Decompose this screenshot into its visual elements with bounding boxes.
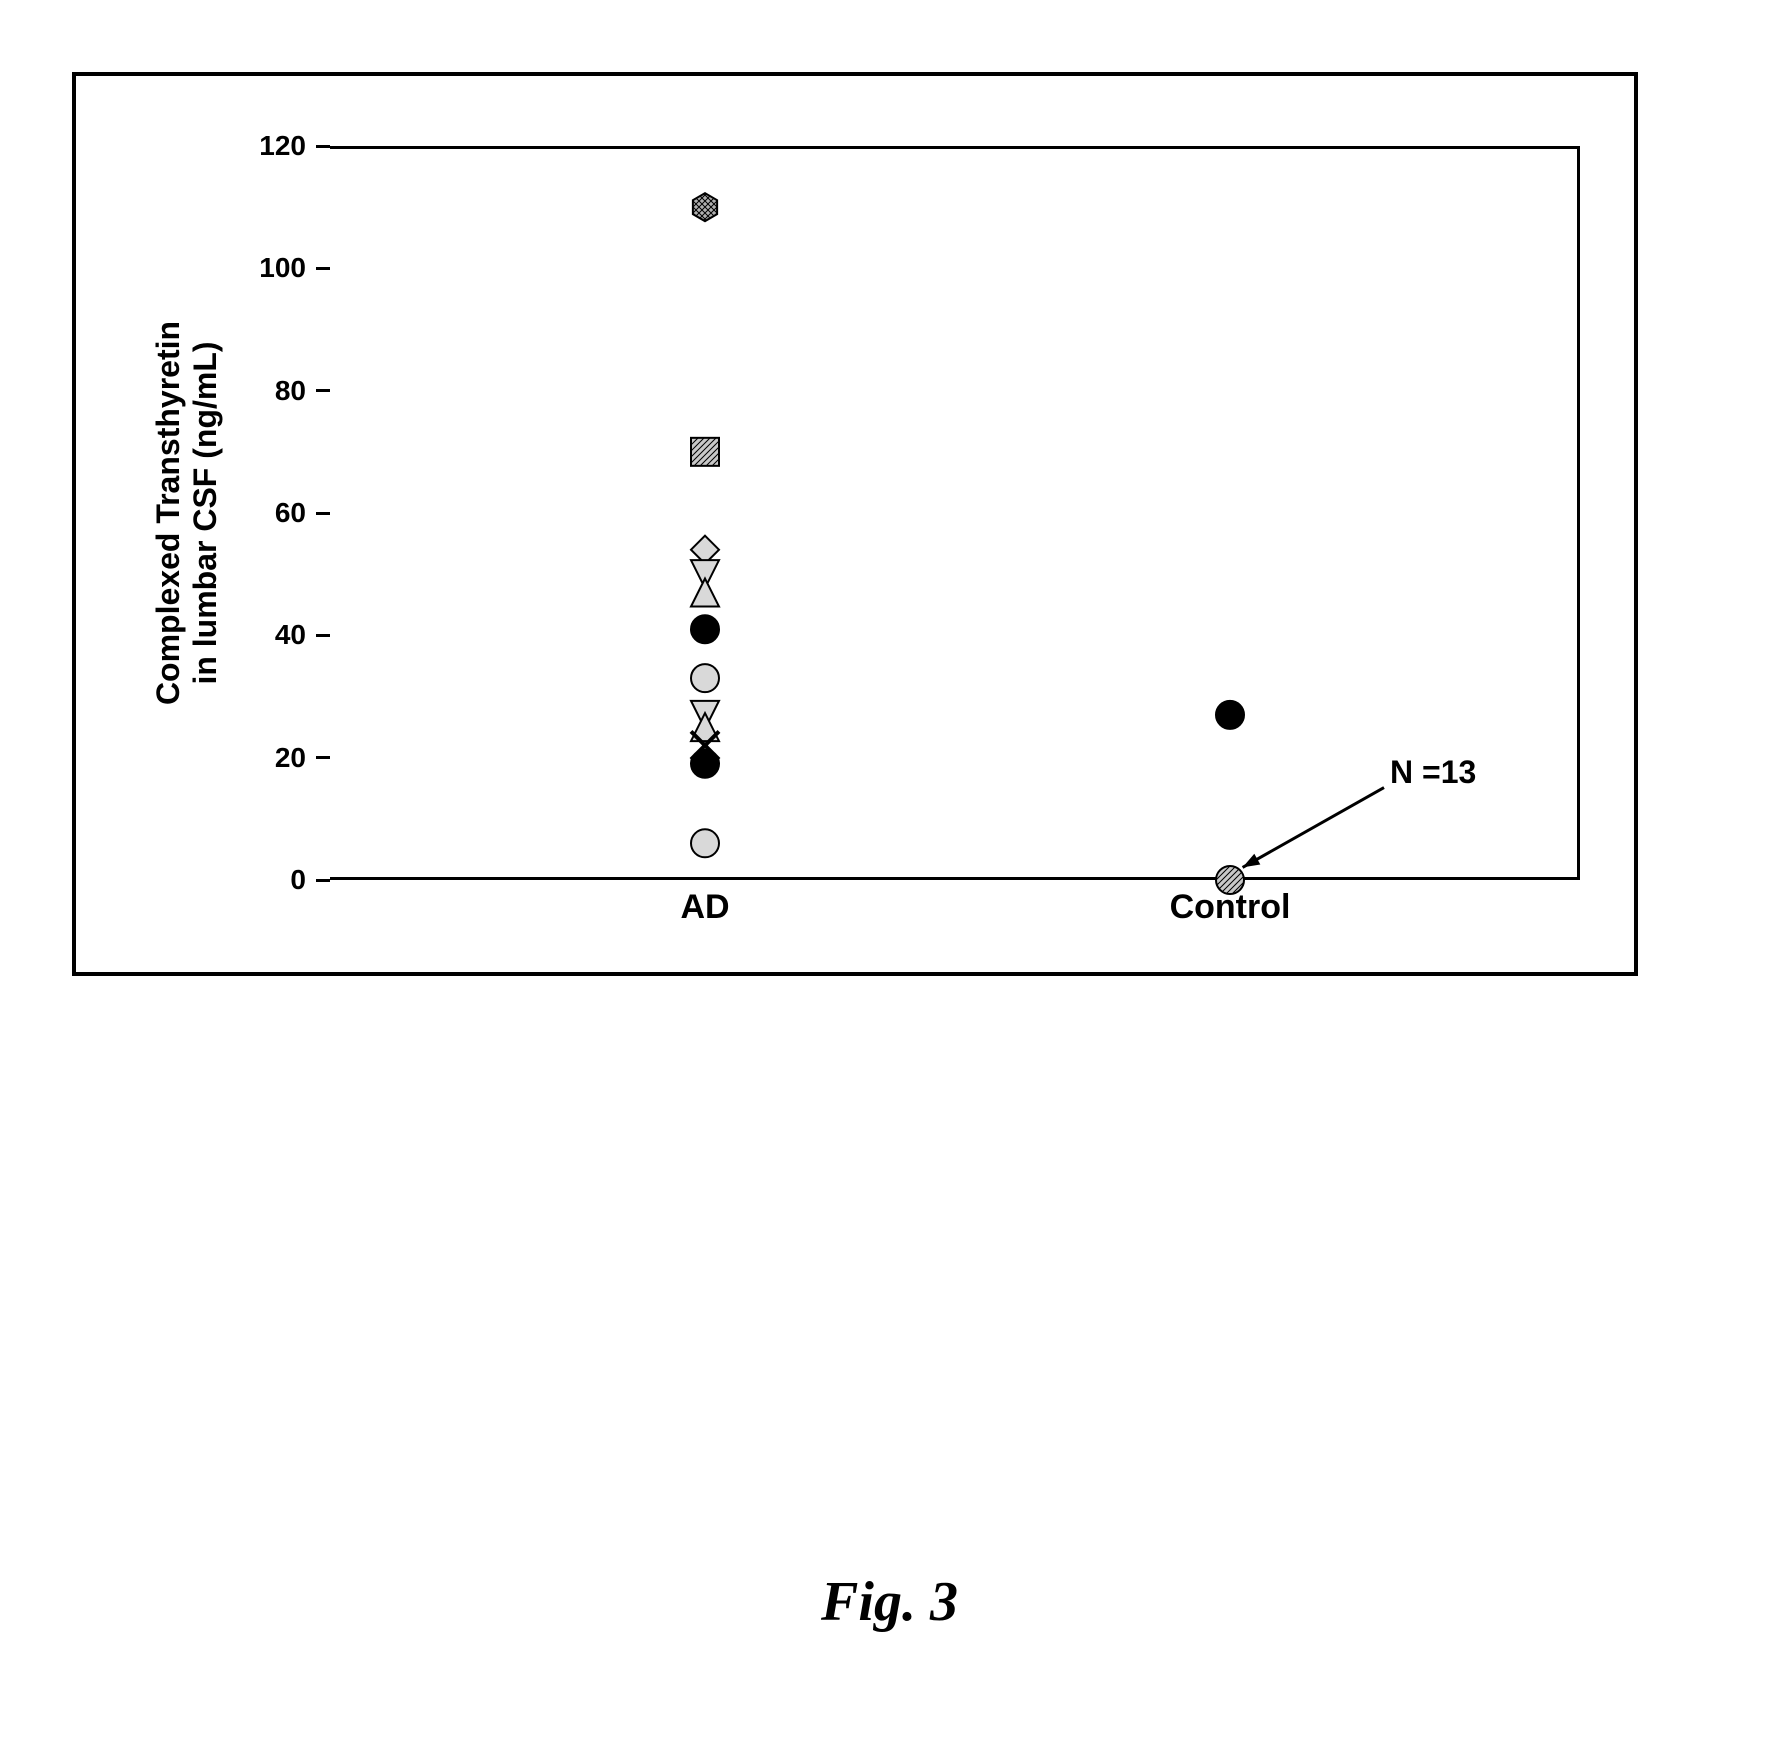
cluster-annotation: N =13 — [1390, 754, 1476, 791]
figure-caption: Fig. 3 — [0, 1570, 1779, 1634]
data-point — [691, 829, 719, 857]
data-point — [693, 193, 717, 221]
data-point — [691, 438, 719, 466]
data-layer — [0, 0, 1779, 1747]
data-point — [1216, 701, 1244, 729]
data-point — [691, 664, 719, 692]
data-point — [691, 579, 719, 607]
annotation-arrow — [1243, 788, 1384, 868]
data-point — [1216, 866, 1244, 894]
data-point — [691, 615, 719, 643]
data-point — [691, 750, 719, 778]
annotation-arrowhead — [1243, 854, 1261, 868]
